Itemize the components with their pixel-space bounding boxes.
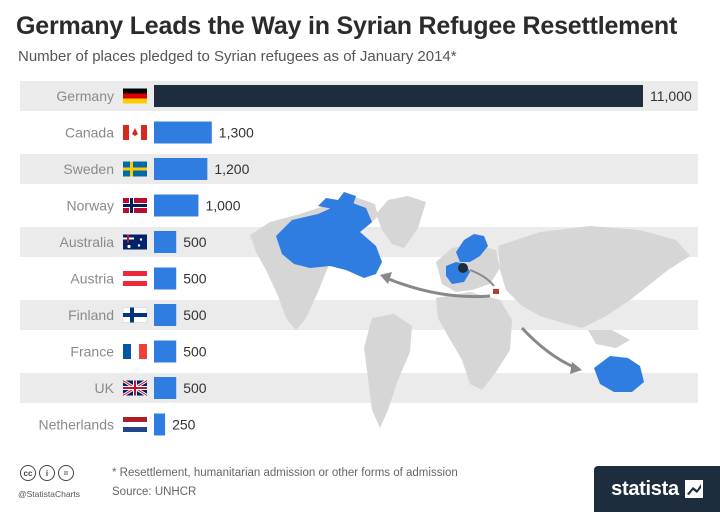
category-label-canada: Canada (65, 125, 114, 141)
no-derivatives-icon: = (58, 465, 74, 481)
category-label-netherlands: Netherlands (39, 417, 115, 433)
value-labels: 11,000 1,300 1,200 1,000 500 500 500 500 500 250 (172, 88, 692, 433)
value-label-uk: 500 (183, 380, 207, 396)
map-arrow-to-germany (469, 269, 495, 287)
row-band-sweden (20, 154, 698, 184)
map-scandinavia (456, 234, 488, 262)
statista-logo-icon (684, 480, 703, 498)
value-label-netherlands: 250 (172, 417, 196, 433)
bar-sweden[interactable] (154, 158, 208, 180)
flag-canada-icon (123, 125, 147, 140)
map-se-asia (588, 330, 630, 348)
footnote: * Resettlement, humanitarian admission o… (112, 467, 458, 479)
category-label-uk: UK (95, 380, 115, 396)
category-label-norway: Norway (67, 198, 114, 214)
map-arrow-to-canada (385, 276, 491, 299)
map-germany (458, 263, 468, 273)
map-arrow-to-canada-head (380, 272, 392, 284)
value-label-canada: 1,300 (219, 125, 254, 141)
map-arrow-to-australia (520, 326, 577, 370)
value-label-austria: 500 (183, 271, 207, 287)
country-flags (122, 88, 148, 432)
social-handle: @StatistaCharts (18, 489, 81, 499)
flag-uk-icon (122, 379, 148, 397)
flag-austria-icon (123, 271, 147, 286)
bar-austria[interactable] (154, 267, 177, 290)
brand-logo[interactable]: statista (594, 466, 720, 512)
flag-germany-icon (123, 88, 147, 104)
bar-finland[interactable] (154, 304, 177, 326)
bars (154, 85, 643, 436)
map-canada (276, 202, 382, 278)
bar-norway[interactable] (154, 194, 199, 217)
category-label-sweden: Sweden (63, 161, 114, 177)
category-labels: Germany Canada Sweden Norway Australia Austri… (39, 88, 115, 433)
value-label-finland: 500 (183, 307, 207, 323)
map-australia (594, 356, 644, 392)
map-greenland (376, 196, 426, 248)
brand-name: statista (611, 477, 679, 500)
map-south-america (364, 314, 412, 428)
bar-france[interactable] (154, 340, 177, 363)
bar-uk[interactable] (154, 377, 177, 399)
flag-norway-icon (123, 198, 147, 213)
map-asia (498, 226, 690, 328)
map-arrow-to-australia-head (570, 362, 582, 374)
world-map (250, 192, 690, 428)
cc-icon: cc (20, 465, 36, 481)
bar-germany[interactable] (154, 85, 643, 107)
chart-canvas: Germany Canada Sweden Norway Australia Austri… (20, 81, 698, 436)
flag-finland-icon (122, 307, 148, 323)
license-icons: cc i = (20, 465, 74, 481)
value-label-sweden: 1,200 (214, 161, 249, 177)
footer: cc i = @StatistaCharts * Resettlement, h… (0, 455, 720, 512)
attribution-icon: i (39, 465, 55, 481)
value-label-france: 500 (183, 344, 207, 360)
category-label-finland: Finland (68, 307, 114, 323)
value-label-australia: 500 (183, 234, 207, 250)
flag-france-icon (123, 344, 147, 359)
category-label-austria: Austria (70, 271, 114, 287)
map-africa (436, 292, 512, 390)
category-label-australia: Australia (60, 234, 115, 250)
bar-netherlands[interactable] (154, 413, 166, 436)
source: Source: UNHCR (112, 486, 197, 498)
flag-australia-icon (123, 234, 147, 250)
bar-australia[interactable] (154, 231, 177, 253)
flag-netherlands-icon (123, 417, 147, 432)
map-canada-islands (318, 192, 356, 210)
flag-sweden-icon (123, 161, 147, 177)
chart-subtitle: Number of places pledged to Syrian refug… (18, 48, 457, 65)
category-label-germany: Germany (56, 88, 114, 104)
map-syria (493, 289, 499, 294)
row-band-uk (20, 373, 698, 403)
chart-title: Germany Leads the Way in Syrian Refugee … (16, 12, 678, 40)
category-label-france: France (70, 344, 114, 360)
bar-canada[interactable] (154, 121, 212, 144)
value-label-germany: 11,000 (650, 88, 692, 104)
value-label-norway: 1,000 (205, 198, 240, 214)
